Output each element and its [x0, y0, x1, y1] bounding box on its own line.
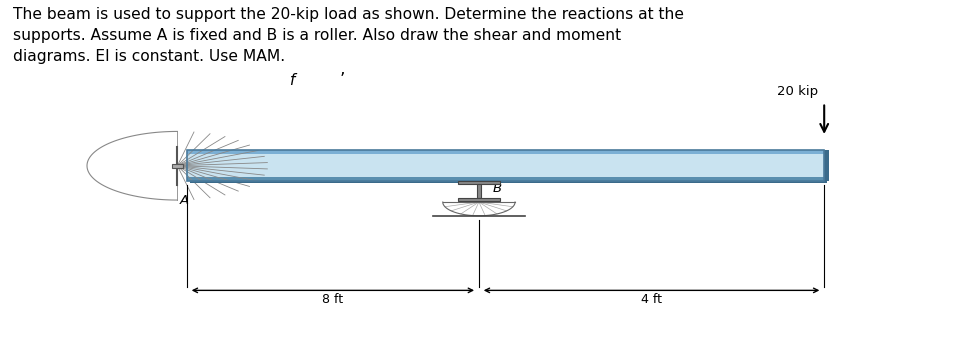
- Text: B: B: [492, 182, 501, 195]
- Bar: [172, 163, 183, 168]
- Text: 20 kip: 20 kip: [776, 85, 817, 98]
- Bar: [187, 150, 823, 181]
- Text: The beam is used to support the 20-kip load as shown. Determine the reactions at: The beam is used to support the 20-kip l…: [12, 7, 683, 64]
- Bar: [823, 150, 828, 181]
- Text: f: f: [285, 73, 294, 88]
- Bar: [187, 150, 823, 154]
- Bar: [457, 181, 499, 184]
- Bar: [187, 177, 823, 181]
- Bar: [457, 198, 499, 201]
- Bar: [190, 181, 826, 182]
- Text: 8 ft: 8 ft: [322, 293, 343, 306]
- Text: A: A: [179, 194, 188, 207]
- Text: ’: ’: [338, 71, 344, 90]
- Text: 4 ft: 4 ft: [640, 293, 661, 306]
- Bar: [187, 154, 823, 177]
- Bar: [476, 184, 480, 198]
